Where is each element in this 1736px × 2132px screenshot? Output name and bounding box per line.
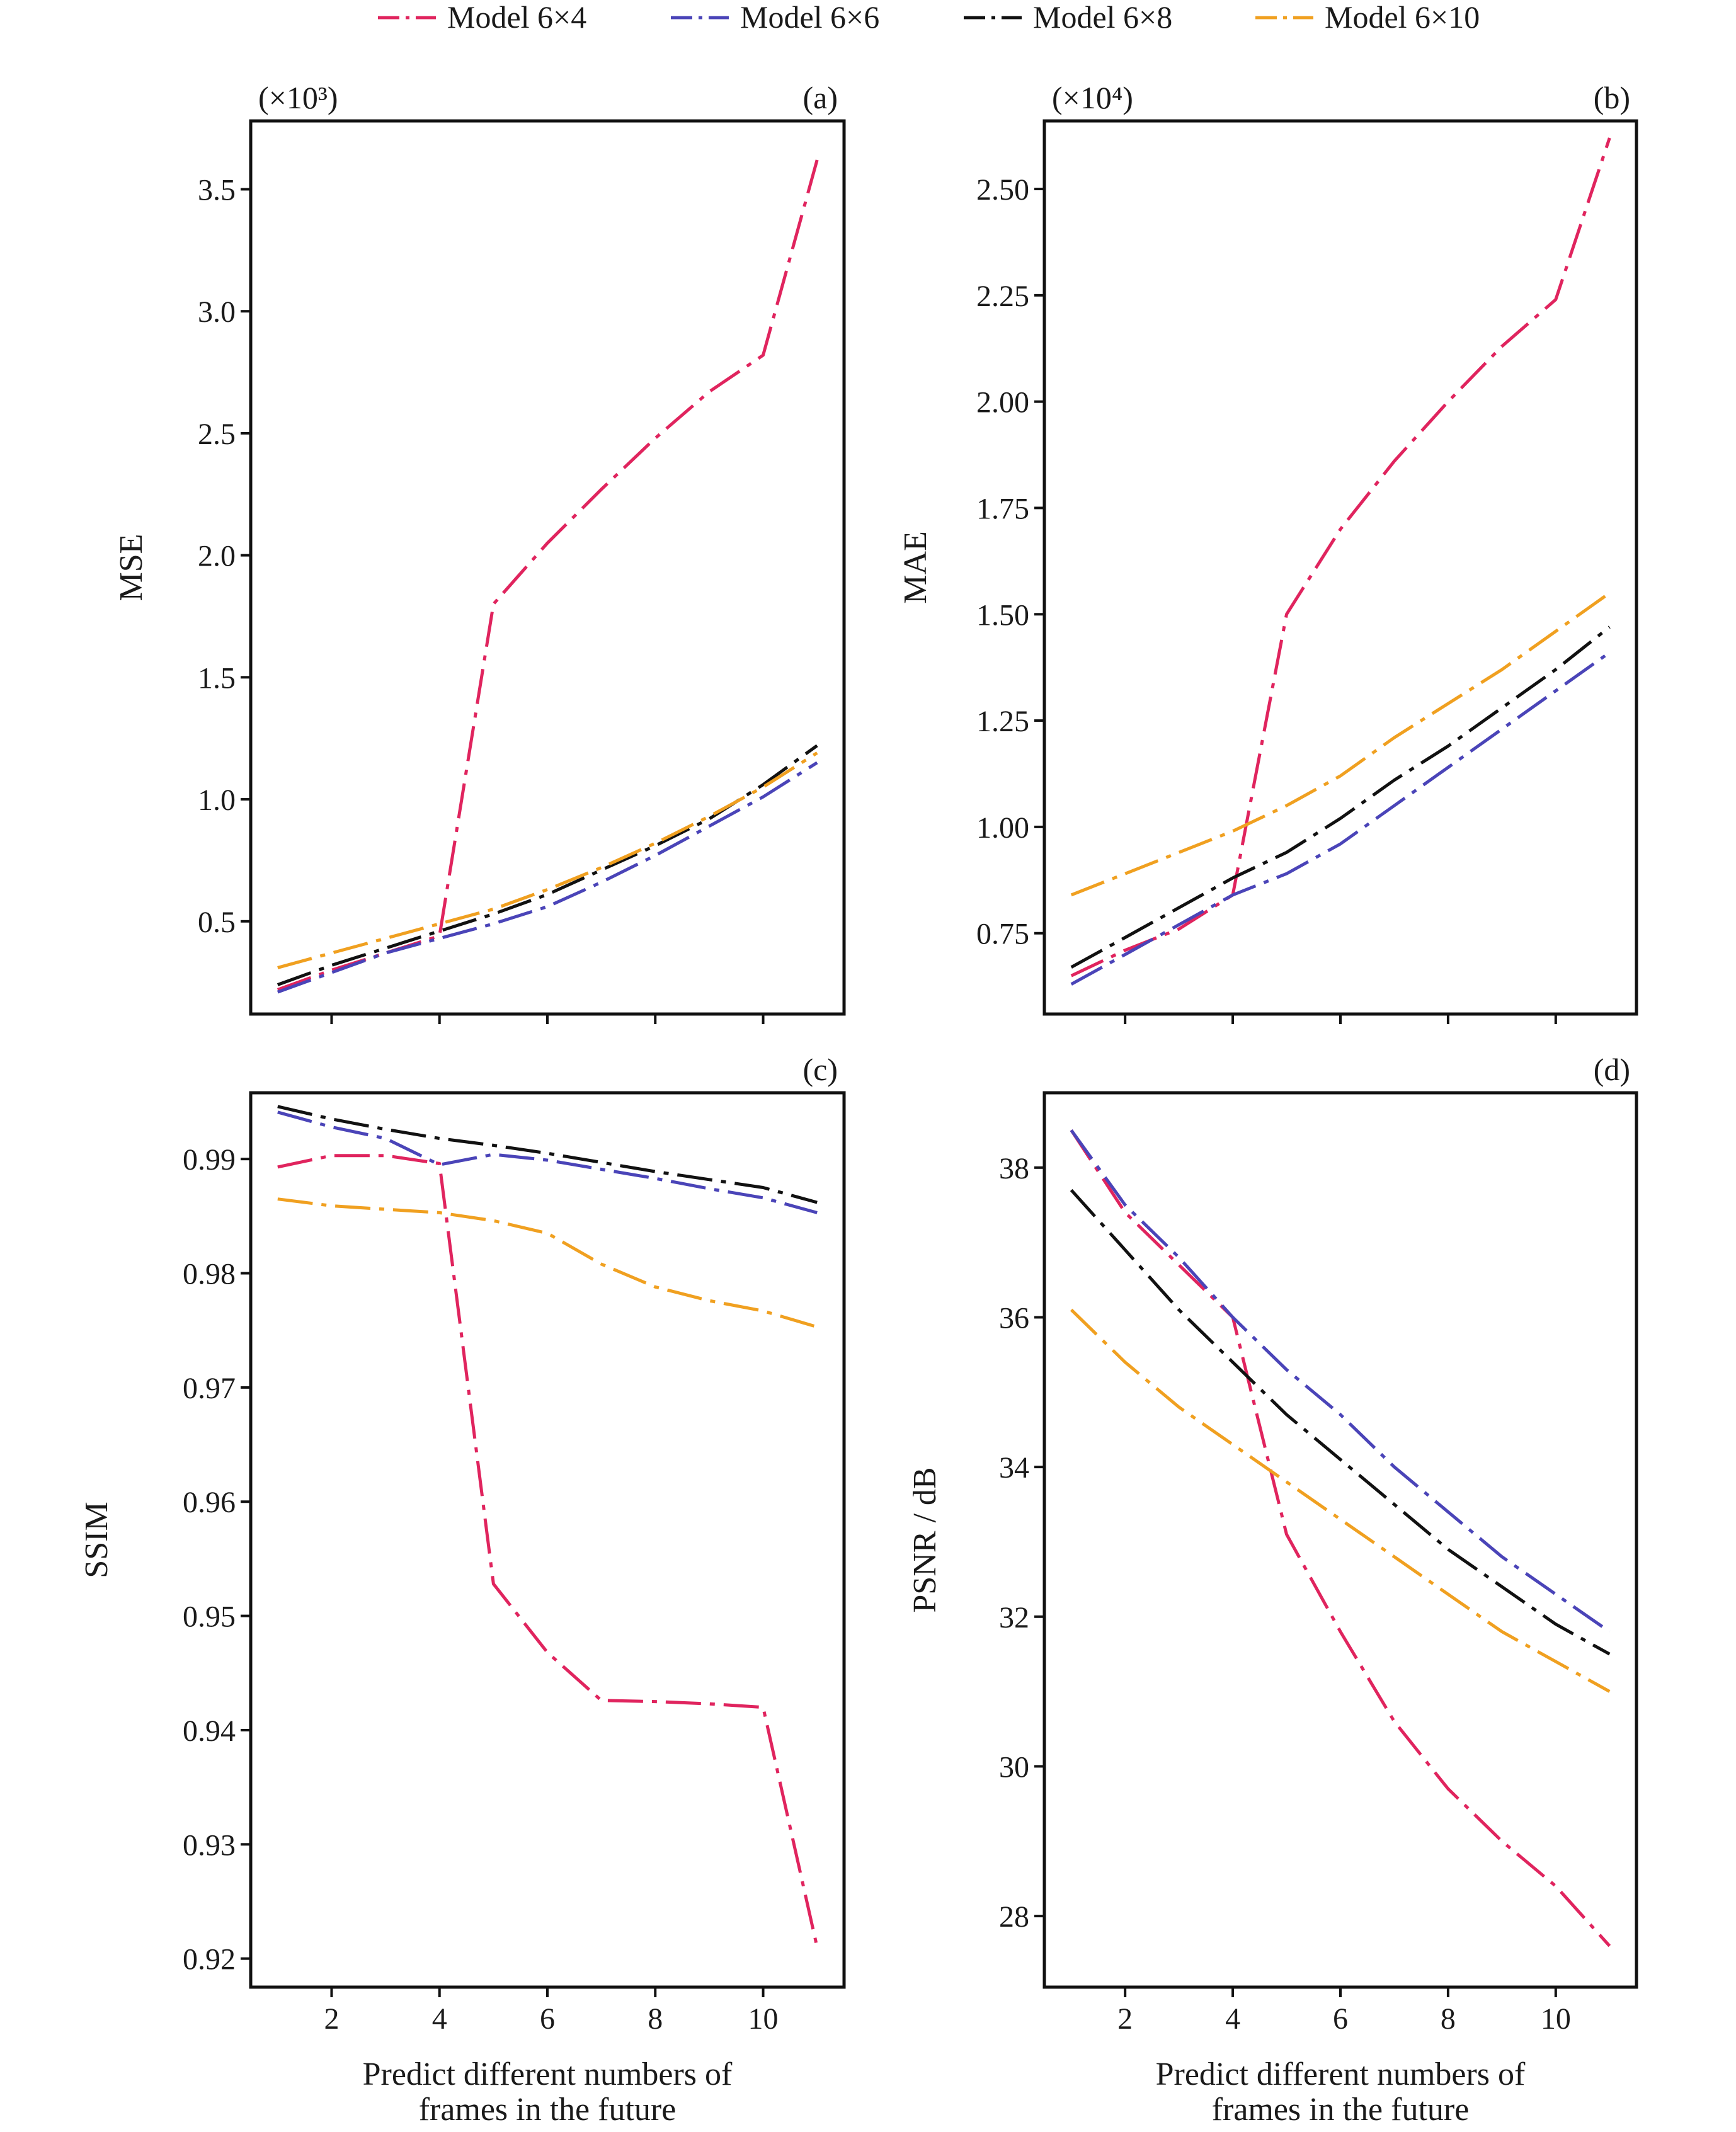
plot-frame [1042,119,1638,1016]
axis-multiplier: (×10³) [258,80,338,115]
series-line-model-6-4 [277,159,819,991]
y-tick-label: 1.0 [198,784,236,817]
y-tick-label: 36 [999,1301,1029,1335]
y-tick-label: 0.99 [183,1143,236,1177]
y-tick-label: 3.0 [198,295,236,329]
y-tick-label: 0.93 [183,1828,236,1862]
x-tick-label: 2 [324,2002,339,2036]
x-tick-label: 2 [1117,2002,1133,2036]
panel-label: (c) [803,1052,838,1087]
y-tick-label: 0.96 [183,1486,236,1519]
series-line-model-6-6 [1070,651,1611,986]
series-line-model-6-6 [277,761,818,994]
y-axis-label: SSIM [79,1502,115,1578]
y-tick-label: 2.0 [198,540,236,573]
y-tick-label: 2.50 [976,173,1029,207]
legend-label: Model 6×6 [740,0,879,35]
plot-frame [249,1091,846,1989]
legend-item: Model 6×6 [671,0,879,35]
chart-panel-c: (c) SSIM 0.92 0.93 0.94 0.95 0.96 0.97 0.98 0.99 2… [79,1052,846,2128]
y-tick-label: 28 [999,1900,1029,1934]
plot-frame [249,119,846,1016]
y-tick-label: 32 [999,1601,1029,1634]
series-line-model-6-8 [277,1105,818,1204]
chart-panel-a: (a) (×10³) MSE 0.5 1.0 1.5 2.0 2.5 3.0 3.5 [113,80,846,1024]
y-tick-label: 1.75 [976,492,1029,525]
series-line-model-6-10 [277,1197,818,1329]
chart-panel-b: (b) (×10⁴) MAE 0.75 1.00 1.25 1.50 1.75 2.00 2.25… [898,80,1638,1024]
y-tick-label: 0.75 [976,918,1029,951]
y-tick-label: 0.94 [183,1714,236,1748]
series-line-model-6-8 [1070,625,1611,969]
x-tick-label: 4 [432,2002,447,2036]
series-line-model-6-10 [1070,1308,1611,1693]
y-axis-label: MSE [113,534,149,601]
y-tick-label: 0.5 [198,906,236,939]
legend-item: Model 6×4 [378,0,586,35]
y-tick-label: 2.5 [198,418,236,451]
legend-item: Model 6×10 [1255,0,1480,35]
panel-label: (a) [803,80,838,115]
y-tick-label: 38 [999,1152,1029,1185]
y-tick-label: 1.25 [976,705,1029,738]
y-axis-label: MAE [898,531,934,604]
legend-item: Model 6×8 [964,0,1172,35]
legend-label: Model 6×10 [1325,0,1480,35]
plot-frame [1042,1091,1638,1989]
x-tick-label: 4 [1225,2002,1240,2036]
y-tick-label: 34 [999,1451,1029,1485]
series-line-model-6-6 [1070,1129,1611,1633]
y-tick-label: 0.98 [183,1258,236,1291]
y-tick-label: 1.00 [976,811,1029,845]
series-line-model-6-10 [277,751,818,969]
panel-label: (b) [1594,80,1630,115]
series-line-model-6-10 [1070,591,1611,897]
series-line-model-6-6 [277,1110,818,1214]
x-tick-label: 6 [1333,2002,1348,2036]
panel-label: (d) [1594,1052,1630,1087]
chart-panel-d: (d) PSNR / dB 28 30 32 34 36 38 2 4 6 8 10 Predict di… [907,1052,1638,2128]
y-tick-label: 2.00 [976,386,1029,419]
y-tick-label: 1.5 [198,661,236,695]
x-tick-label: 8 [648,2002,663,2036]
legend: Model 6×4 Model 6×6 Model 6×8 Model 6×10 [378,0,1480,35]
axis-multiplier: (×10⁴) [1052,80,1133,115]
legend-label: Model 6×4 [447,0,586,35]
series-line-model-6-4 [1070,1129,1611,1947]
legend-label: Model 6×8 [1033,0,1172,35]
y-tick-label: 2.25 [976,280,1029,313]
x-axis-label: Predict different numbers of frames in th… [363,2056,733,2128]
y-tick-label: 30 [999,1750,1029,1784]
y-tick-label: 3.5 [198,173,236,207]
series-line-model-6-4 [1070,137,1611,978]
series-line-model-6-4 [277,1154,819,1948]
x-tick-label: 8 [1441,2002,1456,2036]
y-axis-label: PSNR / dB [907,1467,943,1612]
y-tick-label: 0.92 [183,1943,236,1976]
x-tick-label: 10 [748,2002,779,2036]
y-tick-label: 0.97 [183,1372,236,1405]
series-line-model-6-8 [277,744,818,986]
y-tick-label: 0.95 [183,1600,236,1634]
chart-panels: (a) (×10³) MSE 0.5 1.0 1.5 2.0 2.5 3.0 3.5 (b) (×10… [79,80,1638,2128]
series-line-model-6-8 [1070,1189,1611,1656]
x-axis-label: Predict different numbers of frames in th… [1156,2056,1526,2128]
x-tick-label: 6 [540,2002,555,2036]
x-tick-label: 10 [1541,2002,1571,2036]
y-tick-label: 1.50 [976,598,1029,632]
